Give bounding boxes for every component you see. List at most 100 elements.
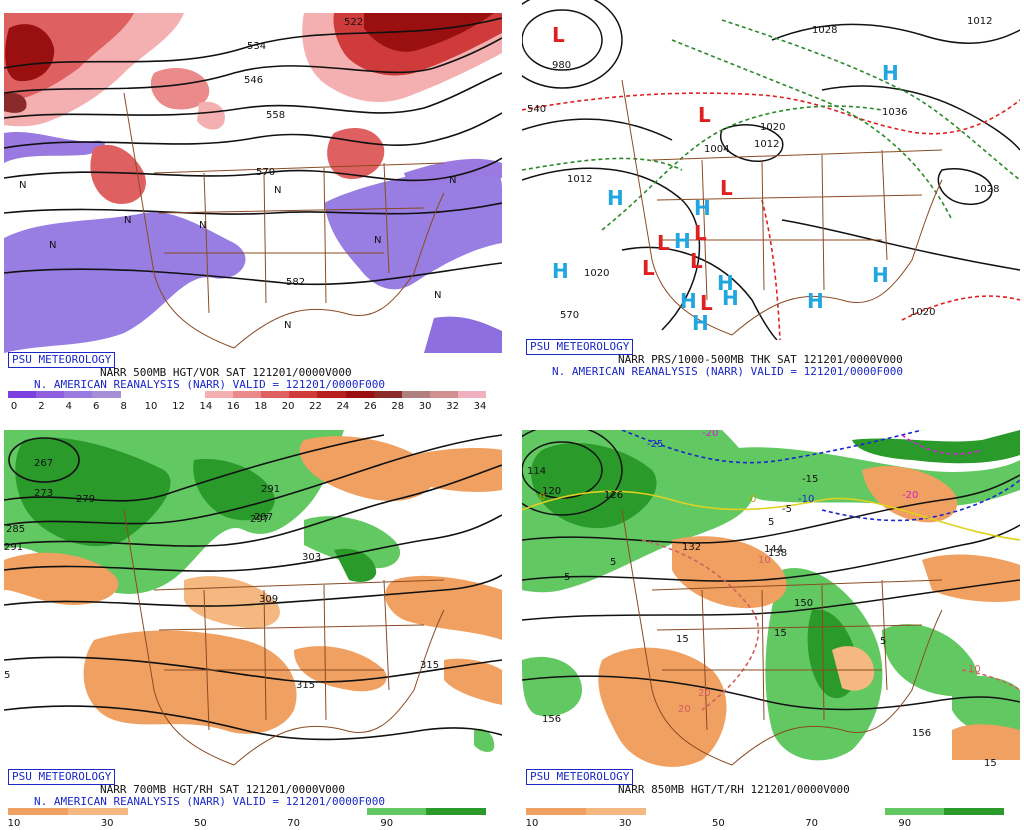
color-scale-swatch	[187, 808, 247, 815]
map-valid-caption: N. AMERICAN REANALYSIS (NARR) VALID = 12…	[34, 378, 385, 391]
color-scale-tick: 8	[120, 401, 127, 412]
temp-label: -5	[782, 504, 792, 515]
svg-text:L: L	[657, 231, 670, 255]
color-scale-labels: 10 30 50 70 90	[526, 818, 1004, 830]
svg-text:L: L	[700, 291, 713, 315]
svg-text:N: N	[374, 235, 381, 246]
color-scale-swatch	[261, 391, 290, 398]
color-scale-swatch	[458, 391, 487, 398]
temp-label: 10	[758, 555, 771, 566]
svg-text:H: H	[552, 259, 569, 283]
color-scale-tick: 10	[525, 818, 539, 829]
contour-label: 279	[76, 494, 95, 505]
color-scale-swatch	[429, 391, 458, 398]
high-center: H	[882, 61, 899, 85]
map-valid-caption: N. AMERICAN REANALYSIS (NARR) VALID = 12…	[34, 795, 385, 808]
temp-label: 0	[750, 494, 756, 505]
color-scale-swatch	[366, 808, 427, 815]
contour-label: 980	[552, 60, 571, 71]
map-caption: NARR 500MB HGT/VOR SAT 121201/0000V000	[100, 366, 352, 379]
svg-text:H: H	[692, 311, 709, 335]
color-scale-tick: 20	[281, 401, 295, 412]
contour-label: 534	[247, 41, 266, 52]
contour-label: 5	[4, 670, 10, 681]
contour-label: 315	[296, 680, 315, 691]
psu-badge: PSU METEOROLOGY	[8, 769, 116, 785]
vort-neg-area	[4, 212, 246, 353]
svg-text:H: H	[680, 289, 697, 313]
color-scale-tick: 50	[712, 818, 725, 829]
contour-label: 1020	[910, 307, 935, 318]
svg-text:N: N	[49, 240, 56, 251]
svg-text:N: N	[449, 175, 456, 186]
panel-700mb-rh: 267 273 279 285 291 297 303 309 315 315 …	[4, 430, 502, 830]
color-scale-tick: 6	[93, 401, 100, 412]
map-caption: NARR PRS/1000-500MB THK SAT 121201/0000V…	[618, 353, 903, 366]
color-scale-swatch	[585, 808, 646, 815]
color-scale-swatch	[8, 391, 37, 398]
map-700mb: 267 273 279 285 291 297 303 309 315 315 …	[4, 430, 502, 770]
color-scale-swatch	[705, 808, 765, 815]
color-scale-swatch	[176, 391, 205, 398]
temp-label: 0	[539, 492, 545, 503]
contour-label: 132	[682, 542, 701, 553]
color-scale-swatch	[645, 808, 706, 815]
map-slp: L L L L L L L L H H H H H H H H H H H	[522, 0, 1020, 340]
contour-label: 558	[266, 110, 285, 121]
contour-label: 138	[768, 548, 787, 559]
panel-500mb-vorticity: N N N N N N N N N 522 534 546 558 570 582 PSU …	[4, 13, 502, 413]
svg-text:L: L	[698, 103, 711, 127]
color-scale-swatch	[8, 808, 68, 815]
temp-label: 15	[774, 628, 787, 639]
color-scale-swatch	[401, 391, 430, 398]
map-500mb: N N N N N N N N N 522 534 546 558 570 582	[4, 13, 502, 353]
contour-label: 144	[764, 544, 783, 555]
color-scale-swatch	[526, 808, 586, 815]
temp-label: 15	[676, 634, 689, 645]
color-scale-swatch	[204, 391, 233, 398]
svg-text:L: L	[690, 249, 703, 273]
psu-badge: PSU METEOROLOGY	[8, 352, 116, 368]
contour-label: 114	[527, 466, 546, 477]
color-scale-labels: 0 2 4 6 8 10 12 14 16 18 20 22 24 26 28 30 32 34	[8, 401, 487, 413]
color-scale-swatch	[765, 808, 825, 815]
svg-text:H: H	[694, 196, 711, 220]
low-center: L	[552, 23, 565, 47]
color-scale-swatch	[36, 391, 65, 398]
contour-label: 309	[259, 594, 278, 605]
panel-850mb-temp-rh: 114 120 126 132 138 144 150 156 156 -25 …	[522, 430, 1020, 830]
temp-label: -20	[702, 430, 718, 439]
svg-text:H: H	[807, 289, 824, 313]
color-scale-swatch	[92, 391, 121, 398]
temp-label: 20	[678, 704, 691, 715]
color-scale-swatch	[233, 391, 262, 398]
temp-label: 5	[768, 517, 774, 528]
color-scale-tick: 30	[418, 401, 432, 412]
temp-label: -15	[802, 474, 818, 485]
color-scale-tick: 30	[100, 818, 114, 829]
color-scale-tick: 34	[473, 401, 487, 412]
map-caption: NARR 700MB HGT/RH SAT 121201/0000V000	[100, 783, 346, 796]
svg-text:H: H	[607, 186, 624, 210]
contour-label: 1012	[967, 16, 992, 27]
contour-label: 156	[542, 714, 561, 725]
contour-label: 1012	[754, 139, 779, 150]
contour-label: 315	[420, 660, 439, 671]
contour-label: 1004	[704, 144, 729, 155]
color-scale-swatch	[67, 808, 128, 815]
temp-label: 5	[610, 557, 616, 568]
svg-text:N: N	[284, 320, 291, 331]
contour-label: 303	[302, 552, 321, 563]
map-850mb: 114 120 126 132 138 144 150 156 156 -25 …	[522, 430, 1020, 770]
temp-label: 20	[698, 688, 711, 699]
color-scale-swatch	[317, 391, 346, 398]
rh-dry-area	[862, 466, 958, 523]
color-scale-tick: 26	[363, 401, 377, 412]
svg-text:N: N	[19, 180, 26, 191]
contour-label: 1020	[584, 268, 609, 279]
svg-text:L: L	[720, 176, 733, 200]
svg-text:L: L	[642, 256, 655, 280]
color-scale-tick: 14	[199, 401, 213, 412]
color-scale-tick: 28	[391, 401, 405, 412]
color-scale-swatch	[247, 808, 307, 815]
